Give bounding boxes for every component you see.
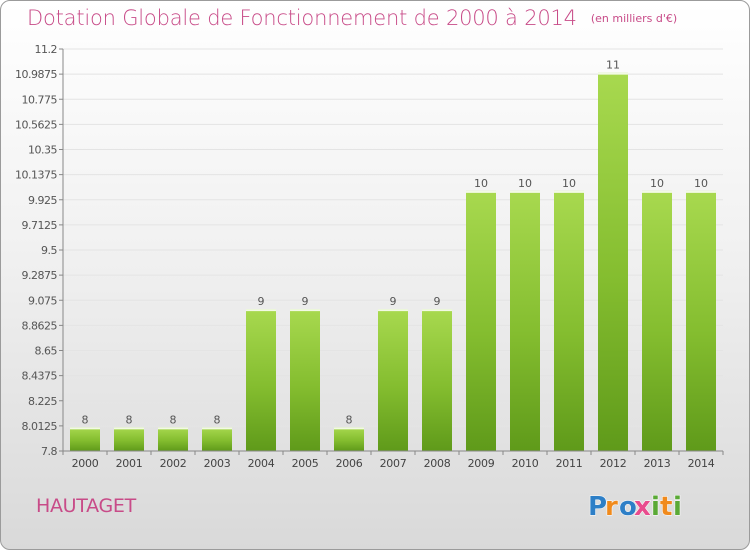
y-tick-label: 7.8 (41, 445, 57, 458)
bar (158, 427, 188, 451)
bar-highlight (114, 427, 144, 430)
bar (114, 427, 144, 451)
bar-highlight (246, 309, 276, 312)
y-tick-label: 10.1375 (15, 169, 57, 182)
logo-letter: o (619, 492, 637, 522)
data-label: 9 (390, 295, 397, 308)
x-tick-label: 2009 (468, 457, 495, 470)
x-tick-label: 2000 (72, 457, 99, 470)
data-label: 8 (82, 413, 89, 426)
data-label: 8 (346, 413, 353, 426)
bar-highlight (466, 190, 496, 193)
bar (422, 309, 452, 451)
bar-highlight (290, 309, 320, 312)
data-label: 10 (694, 177, 708, 190)
bar-highlight (510, 190, 540, 193)
y-tick-label: 11.2 (35, 43, 58, 56)
x-tick-label: 2014 (688, 457, 715, 470)
x-tick-label: 2006 (336, 457, 363, 470)
bar (202, 427, 232, 451)
y-tick-label: 10.9875 (15, 68, 57, 81)
bar (510, 190, 540, 451)
bar (686, 190, 716, 451)
y-tick-label: 8.8625 (22, 319, 58, 332)
data-label: 9 (434, 295, 441, 308)
y-tick-label: 10.5625 (15, 118, 57, 131)
y-tick-label: 8.0125 (22, 420, 58, 433)
logo-letter: i (673, 492, 682, 522)
bar-highlight (202, 427, 232, 430)
data-label: 10 (562, 177, 576, 190)
data-label: 10 (650, 177, 664, 190)
x-tick-label: 2011 (556, 457, 583, 470)
bar (378, 309, 408, 451)
unit-note: (en milliers d'€) (590, 12, 678, 25)
y-tick-label: 10.775 (22, 93, 58, 106)
logo-letter: t (660, 492, 672, 522)
logo-letter: i (651, 492, 660, 522)
chart-title: Dotation Globale de Fonctionnement de 20… (27, 6, 577, 30)
y-tick-label: 8.65 (35, 345, 58, 358)
bar-highlight (642, 190, 672, 193)
data-label: 11 (606, 59, 620, 72)
y-tick-label: 8.225 (28, 395, 57, 408)
commune-name: HAUTAGET (36, 495, 136, 517)
chart-header: Dotation Globale de Fonctionnement de 20… (27, 6, 677, 30)
x-tick-label: 2001 (116, 457, 143, 470)
x-tick-label: 2002 (160, 457, 187, 470)
axes (59, 48, 724, 455)
bar (554, 190, 584, 451)
bar-highlight (422, 309, 452, 312)
data-label: 8 (170, 413, 177, 426)
x-tick-label: 2012 (600, 457, 627, 470)
y-tick-label: 9.075 (28, 294, 57, 307)
x-tick-label: 2013 (644, 457, 671, 470)
y-tick-label: 9.2875 (22, 269, 58, 282)
data-label: 9 (302, 295, 309, 308)
x-tick-label: 2003 (204, 457, 231, 470)
y-tick-label: 10.35 (28, 144, 57, 157)
logo-letter: P (588, 492, 607, 522)
y-tick-label: 9.5 (41, 244, 57, 257)
bar (598, 72, 628, 451)
y-tick-label: 9.7125 (22, 219, 58, 232)
proxiti-logo: Pr ox i t i (588, 492, 683, 523)
x-tick-label: 2004 (248, 457, 275, 470)
bar (642, 190, 672, 451)
x-tick-label: 2007 (380, 457, 407, 470)
bar-highlight (70, 427, 100, 430)
bar (466, 190, 496, 451)
logo-letter: r (605, 492, 618, 522)
data-label: 9 (258, 295, 265, 308)
data-label: 8 (214, 413, 221, 426)
data-label: 10 (474, 177, 488, 190)
y-tick-label: 8.4375 (22, 370, 58, 383)
bar-highlight (554, 190, 584, 193)
bar (246, 309, 276, 451)
y-tick-label: 9.925 (28, 194, 57, 207)
labels: 7.8 8.0125 8.225 8.4375 8.65 8.8625 9.075 9.287… (15, 43, 715, 470)
bars (70, 72, 716, 451)
bar (334, 427, 364, 451)
x-tick-label: 2008 (424, 457, 451, 470)
bar (70, 427, 100, 451)
bar-highlight (158, 427, 188, 430)
x-tick-label: 2005 (292, 457, 319, 470)
bar (290, 309, 320, 451)
bar-highlight (334, 427, 364, 430)
bar-highlight (378, 309, 408, 312)
data-label: 8 (126, 413, 133, 426)
x-tick-label: 2010 (512, 457, 539, 470)
data-label: 10 (518, 177, 532, 190)
logo-letter: x (634, 492, 651, 522)
bar-highlight (686, 190, 716, 193)
bar-highlight (598, 72, 628, 75)
